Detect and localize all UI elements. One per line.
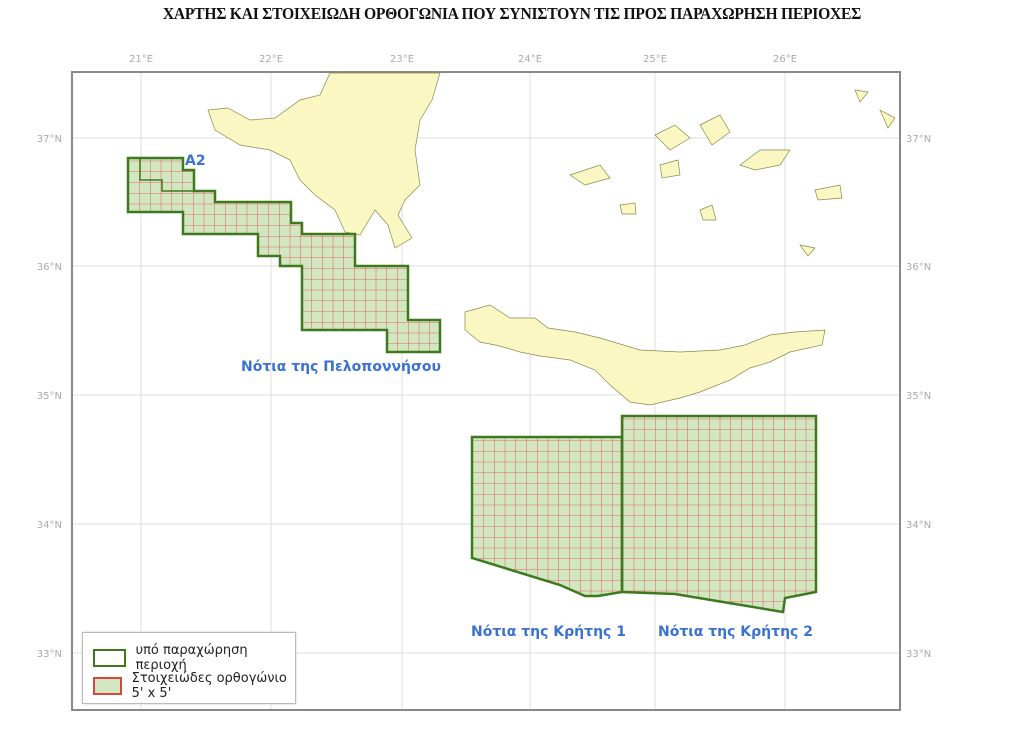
legend-item-concession: υπό παραχώρηση περιοχή [93,643,295,673]
latitude-label-right: 35°N [906,391,931,402]
latitude-label-left: 37°N [37,134,62,145]
label-peloponnese: Νότια της Πελοποννήσου [241,359,441,375]
area-a2-inner-boundary [139,158,194,192]
area-a2 [126,156,442,354]
label-a2: A2 [185,153,206,169]
longitude-label: 21°E [129,54,153,65]
latitude-label-left: 33°N [37,649,62,660]
land [207,72,896,406]
area-crete-2 [620,414,818,614]
latitude-label-right: 37°N [906,134,931,145]
crete-land [464,304,826,406]
longitude-label: 23°E [390,54,414,65]
graticule [73,73,899,709]
latitude-label-right: 34°N [906,520,931,531]
latitude-label-right: 33°N [906,649,931,660]
label-crete-1: Νότια της Κρήτης 1 [471,624,626,640]
label-crete-2: Νότια της Κρήτης 2 [658,624,813,640]
legend-label-concession: υπό παραχώρηση περιοχή [135,643,248,673]
longitude-label: 24°E [518,54,542,65]
legend-swatch-concession [93,649,126,667]
legend-item-block: Στοιχειώδες ορθογώνιο 5' x 5' [93,671,295,701]
cyclades-islands [569,89,896,257]
axis-ticks: 21°E 22°E 23°E 24°E 25°E 26°E 37°N 37°N 36°N 36°N… [37,54,931,660]
longitude-label: 22°E [259,54,283,65]
longitude-label: 25°E [643,54,667,65]
latitude-label-right: 36°N [906,262,931,273]
latitude-label-left: 34°N [37,520,62,531]
concession-areas [126,156,818,614]
legend-swatch-block [93,677,122,695]
legend: υπό παραχώρηση περιοχή Στοιχειώδες ορθογ… [82,632,296,704]
latitude-label-left: 35°N [37,391,62,402]
latitude-label-left: 36°N [37,262,62,273]
peloponnese-land [207,72,441,249]
map-title: ΧΑΡΤΗΣ ΚΑΙ ΣΤΟΙΧΕΙΩΔΗ ΟΡΘΟΓΩΝΙΑ ΠΟΥ ΣΥΝΙ… [162,4,862,23]
legend-label-block: Στοιχειώδες ορθογώνιο 5' x 5' [131,671,287,701]
longitude-label: 26°E [773,54,797,65]
